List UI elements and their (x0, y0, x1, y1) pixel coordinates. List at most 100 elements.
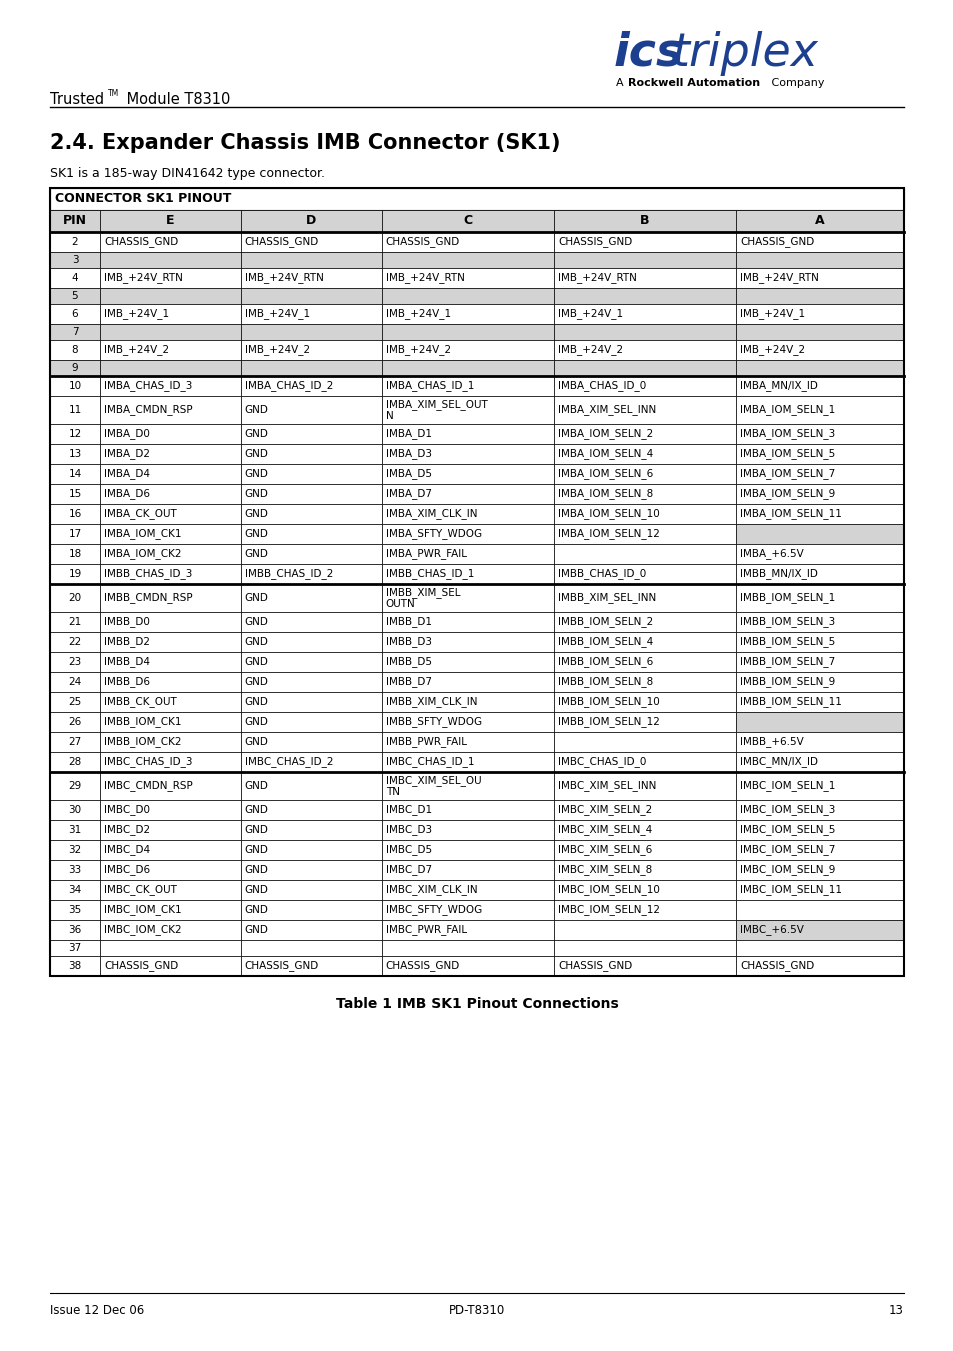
Bar (50, 524, 100, 544)
Bar (381, 861, 554, 880)
Text: IMBC_XIM_CLK_IN: IMBC_XIM_CLK_IN (385, 885, 476, 896)
Text: IMB_+24V_1: IMB_+24V_1 (104, 308, 169, 319)
Bar (240, 288, 381, 304)
Bar (381, 484, 554, 504)
Bar (735, 653, 903, 671)
Text: GND: GND (245, 865, 269, 875)
Text: 7: 7 (71, 327, 78, 336)
Text: IMBB_D1: IMBB_D1 (385, 616, 431, 627)
Text: GND: GND (245, 530, 269, 539)
Text: IMBA_IOM_SELN_9: IMBA_IOM_SELN_9 (740, 489, 834, 500)
Text: GND: GND (245, 593, 269, 603)
Bar (100, 753, 240, 771)
Bar (381, 504, 554, 524)
Text: IMBB_XIM_SEL_INN: IMBB_XIM_SEL_INN (558, 593, 656, 604)
Text: IMBB_D5: IMBB_D5 (385, 657, 431, 667)
Text: IMBC_XIM_SELN_4: IMBC_XIM_SELN_4 (558, 824, 652, 835)
Bar (554, 209, 735, 232)
Text: Trusted: Trusted (50, 92, 104, 107)
Bar (100, 424, 240, 444)
Text: IMBB_IOM_CK1: IMBB_IOM_CK1 (104, 716, 181, 727)
Text: IMBA_XIM_SEL_INN: IMBA_XIM_SEL_INN (558, 404, 656, 416)
Bar (50, 800, 100, 820)
Bar (554, 800, 735, 820)
Text: IMBB_D0: IMBB_D0 (104, 616, 150, 627)
Bar (381, 800, 554, 820)
Bar (381, 692, 554, 712)
Text: SK1 is a 185-way DIN41642 type connector.: SK1 is a 185-way DIN41642 type connector… (50, 166, 325, 180)
Text: 10: 10 (69, 381, 81, 390)
Text: 20: 20 (69, 593, 81, 603)
Bar (554, 267, 735, 288)
Text: IMBB_IOM_SELN_2: IMBB_IOM_SELN_2 (558, 616, 653, 627)
Bar (50, 267, 100, 288)
Text: IMB_+24V_RTN: IMB_+24V_RTN (385, 273, 464, 284)
Text: IMBC_D2: IMBC_D2 (104, 824, 150, 835)
Text: GND: GND (245, 549, 269, 559)
Bar (554, 324, 735, 340)
Bar (240, 340, 381, 359)
Bar (50, 771, 100, 800)
Text: CHASSIS_GND: CHASSIS_GND (385, 236, 459, 247)
Text: IMBB_IOM_SELN_6: IMBB_IOM_SELN_6 (558, 657, 653, 667)
Bar (240, 612, 381, 632)
Bar (240, 840, 381, 861)
Text: IMBB_XIM_CLK_IN: IMBB_XIM_CLK_IN (385, 697, 476, 708)
Text: IMBC_D7: IMBC_D7 (385, 865, 432, 875)
Bar (554, 712, 735, 732)
Text: CHASSIS_GND: CHASSIS_GND (385, 961, 459, 971)
Bar (100, 396, 240, 424)
Bar (50, 544, 100, 563)
Bar (554, 940, 735, 957)
Bar (381, 840, 554, 861)
Text: IMBB_D6: IMBB_D6 (104, 677, 150, 688)
Bar (554, 232, 735, 253)
Bar (381, 753, 554, 771)
Bar (735, 712, 903, 732)
Bar (240, 304, 381, 324)
Text: IMBA_D4: IMBA_D4 (104, 469, 150, 480)
Bar (381, 771, 554, 800)
Bar (554, 376, 735, 396)
Text: IMBC_D3: IMBC_D3 (385, 824, 432, 835)
Text: IMBB_IOM_SELN_3: IMBB_IOM_SELN_3 (740, 616, 834, 627)
Bar (381, 732, 554, 753)
Text: IMBB_IOM_SELN_11: IMBB_IOM_SELN_11 (740, 697, 841, 708)
Text: IMB_+24V_2: IMB_+24V_2 (245, 345, 310, 355)
Text: GND: GND (245, 697, 269, 707)
Text: IMBB_IOM_SELN_5: IMBB_IOM_SELN_5 (740, 636, 834, 647)
Bar (735, 612, 903, 632)
Bar (50, 232, 100, 253)
Bar (50, 692, 100, 712)
Text: IMBA_IOM_SELN_7: IMBA_IOM_SELN_7 (740, 469, 834, 480)
Bar (100, 253, 240, 267)
Bar (100, 820, 240, 840)
Text: A: A (616, 78, 626, 88)
Bar (735, 340, 903, 359)
Text: 30: 30 (69, 805, 81, 815)
Bar (381, 304, 554, 324)
Text: 19: 19 (69, 569, 82, 580)
Text: IMBC_D1: IMBC_D1 (385, 805, 432, 816)
Bar (381, 444, 554, 463)
Text: Company: Company (767, 78, 823, 88)
Bar (100, 692, 240, 712)
Text: CHASSIS_GND: CHASSIS_GND (558, 236, 632, 247)
Text: IMBB_IOM_SELN_7: IMBB_IOM_SELN_7 (740, 657, 834, 667)
Bar (381, 820, 554, 840)
Bar (554, 632, 735, 653)
Bar (735, 920, 903, 940)
Bar (554, 900, 735, 920)
Text: IMBC_IOM_SELN_10: IMBC_IOM_SELN_10 (558, 885, 659, 896)
Bar (554, 563, 735, 584)
Bar (735, 396, 903, 424)
Text: GND: GND (245, 489, 269, 499)
Bar (100, 209, 240, 232)
Text: IMBB_D3: IMBB_D3 (385, 636, 431, 647)
Text: 2: 2 (71, 236, 78, 247)
Text: IMBA_D3: IMBA_D3 (385, 449, 431, 459)
Text: IMBA_D5: IMBA_D5 (385, 469, 431, 480)
Text: IMBA_XIM_CLK_IN: IMBA_XIM_CLK_IN (385, 508, 476, 519)
Bar (50, 712, 100, 732)
Bar (100, 712, 240, 732)
